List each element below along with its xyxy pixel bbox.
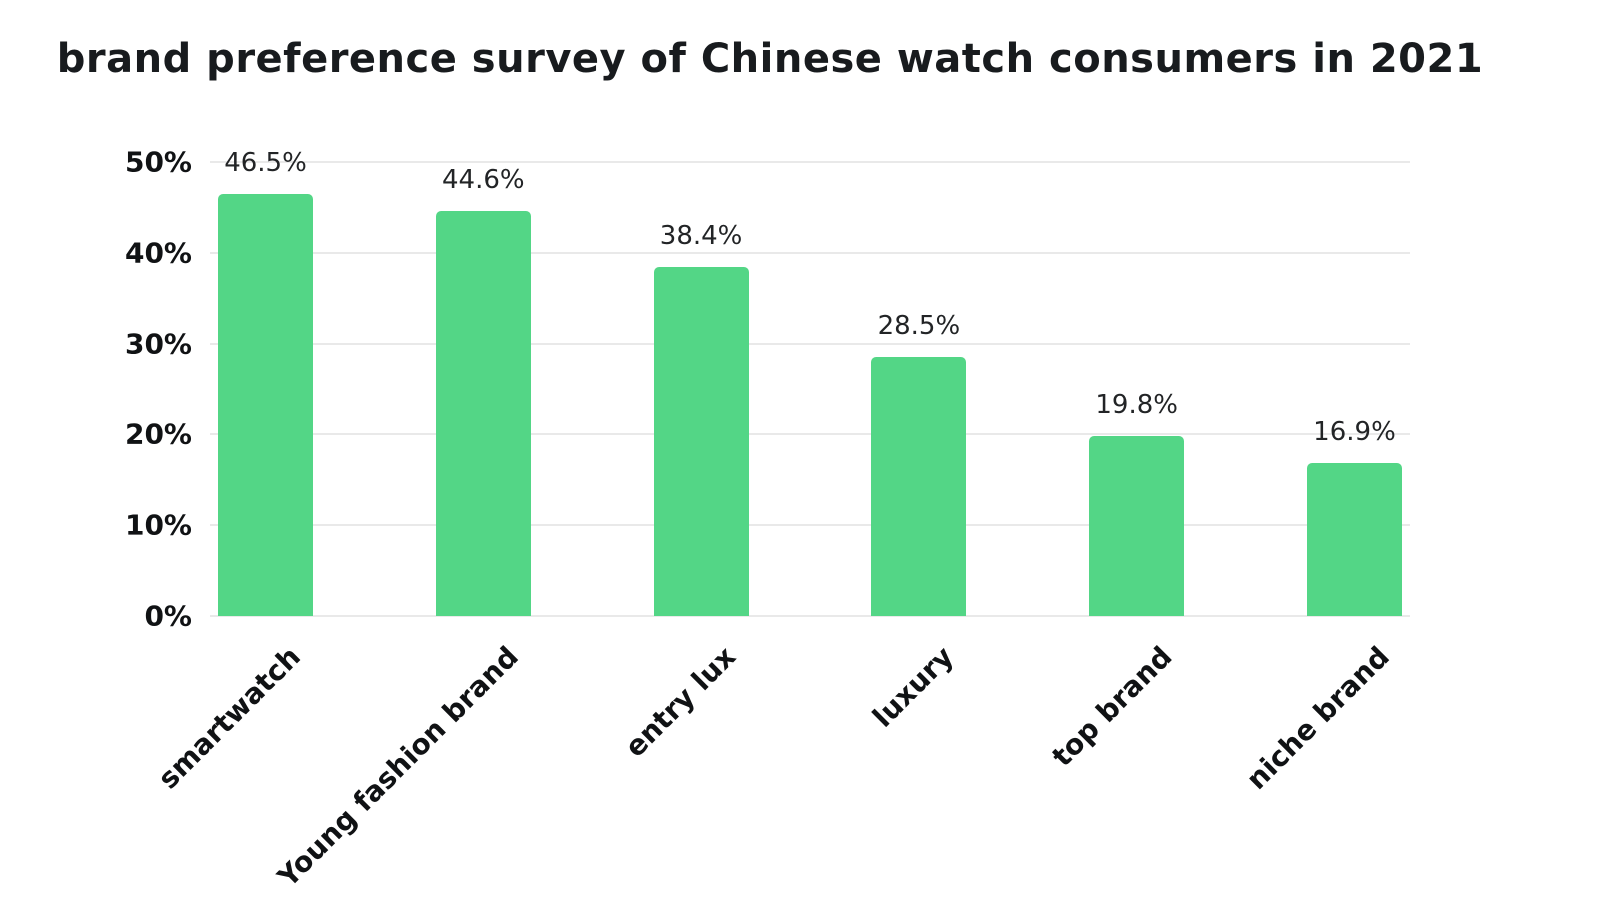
x-category-label: smartwatch bbox=[151, 640, 307, 796]
x-category-label: top brand bbox=[1044, 640, 1179, 774]
chart-title: brand preference survey of Chinese watch… bbox=[56, 36, 1484, 82]
bar-slot: 19.8% bbox=[1089, 390, 1185, 616]
x-labels: smartwatch Young fashion brand entry lux lu… bbox=[0, 640, 1600, 894]
plot-area: 46.5% 44.6% 38.4% 28.5% 19.8% 16.9% bbox=[210, 148, 1410, 617]
bar-value-label: 19.8% bbox=[1095, 390, 1178, 421]
bar bbox=[218, 193, 313, 616]
bar-slot: 46.5% bbox=[218, 148, 313, 616]
y-tick-label: 0% bbox=[144, 599, 192, 633]
bar-slot: 16.9% bbox=[1306, 416, 1402, 616]
bar-slot: 28.5% bbox=[871, 311, 967, 616]
x-category-label: niche brand bbox=[1239, 640, 1396, 796]
y-tick-label: 40% bbox=[124, 236, 192, 270]
x-category-label: entry lux bbox=[618, 640, 743, 764]
y-tick-label: 30% bbox=[124, 327, 192, 361]
x-category-label: Young fashion brand bbox=[271, 640, 525, 894]
y-axis: 0% 10% 20% 30% 40% 50% bbox=[0, 146, 192, 633]
gridline bbox=[210, 615, 1410, 617]
bar bbox=[871, 357, 967, 616]
gridline bbox=[210, 433, 1410, 436]
bar bbox=[435, 211, 531, 616]
gridline bbox=[210, 524, 1410, 527]
bar-value-label: 44.6% bbox=[441, 165, 525, 196]
y-tick-label: 10% bbox=[124, 508, 192, 542]
gridline bbox=[210, 161, 1410, 163]
bar-value-label: 28.5% bbox=[877, 311, 961, 342]
bar-value-label: 16.9% bbox=[1313, 416, 1396, 447]
x-category-label: luxury bbox=[866, 640, 961, 734]
gridline bbox=[210, 251, 1410, 254]
bar bbox=[653, 267, 749, 616]
gridline bbox=[210, 342, 1410, 345]
bar-value-label: 38.4% bbox=[659, 221, 743, 252]
y-tick-label: 50% bbox=[124, 145, 192, 179]
bar-slot: 38.4% bbox=[653, 221, 749, 616]
bar-slot: 44.6% bbox=[435, 165, 531, 616]
y-tick-label: 20% bbox=[124, 417, 192, 451]
bars-row: 46.5% 44.6% 38.4% 28.5% 19.8% 16.9% bbox=[210, 148, 1410, 616]
bar bbox=[1089, 436, 1185, 616]
bar bbox=[1306, 462, 1402, 616]
bar-value-label: 46.5% bbox=[224, 147, 307, 178]
